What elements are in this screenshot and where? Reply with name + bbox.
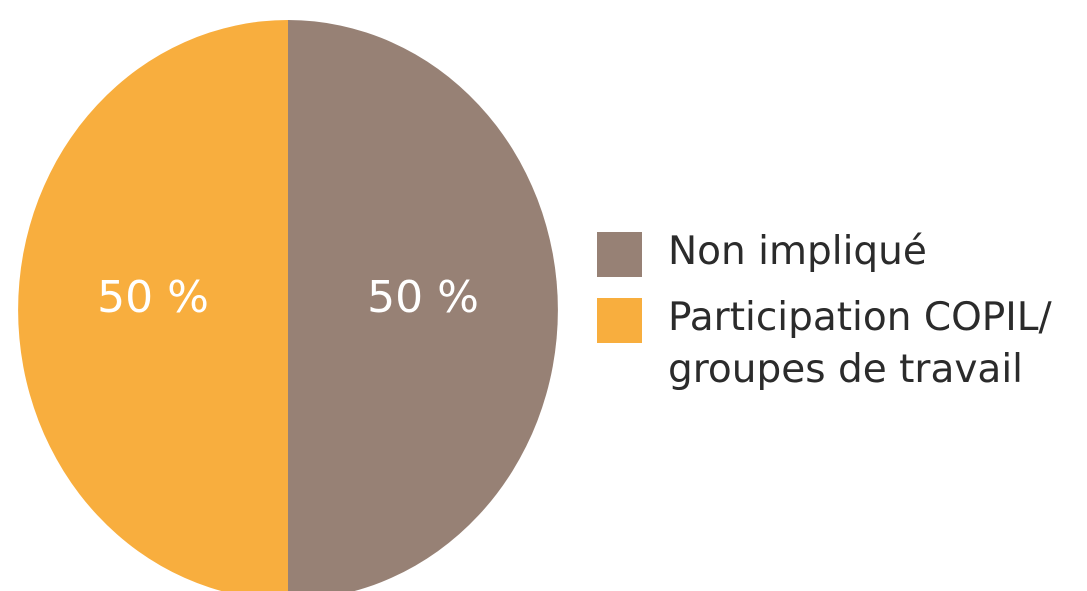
value-label: 50 %: [367, 272, 479, 323]
legend-swatch: [597, 298, 642, 343]
legend-item: Participation COPIL/ groupes de travail: [597, 292, 1077, 396]
value-label: 50 %: [97, 272, 209, 323]
pie-slice: [18, 20, 288, 591]
legend-item: Non impliqué: [597, 226, 1077, 278]
legend-label: Non impliqué: [668, 229, 927, 274]
legend-swatch: [597, 232, 642, 277]
pie-slice: [288, 20, 558, 591]
legend: Non impliqué Participation COPIL/ groupes…: [597, 226, 1077, 410]
legend-label: Participation COPIL/ groupes de travail: [668, 295, 1052, 392]
